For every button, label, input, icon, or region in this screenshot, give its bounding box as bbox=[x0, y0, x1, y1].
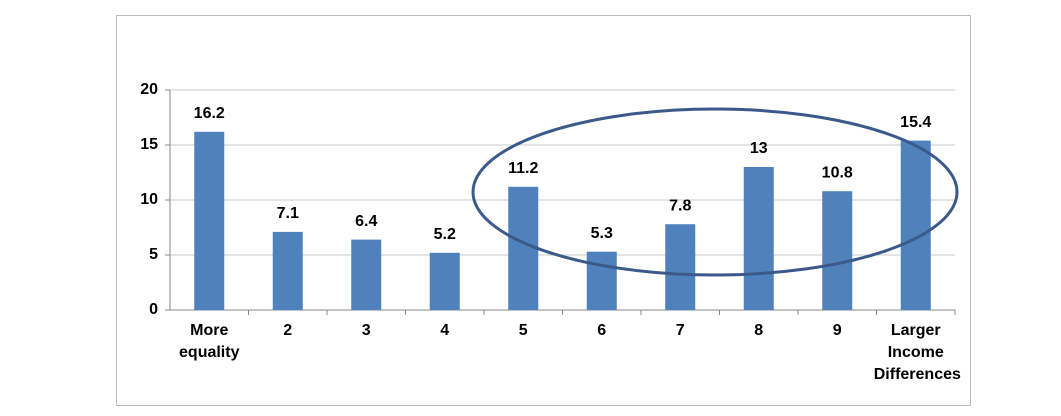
data-label: 11.2 bbox=[508, 160, 538, 177]
data-label: 6.4 bbox=[355, 213, 377, 230]
highlight-ellipse bbox=[471, 107, 959, 277]
bar bbox=[665, 224, 696, 310]
x-tick-label: Larger Income Differences bbox=[873, 322, 961, 383]
data-label: 5.2 bbox=[434, 226, 456, 243]
bar bbox=[194, 131, 225, 310]
x-tick-label: 2 bbox=[283, 322, 293, 339]
x-tick-label: More equality bbox=[179, 322, 240, 361]
x-tick-label: 9 bbox=[832, 322, 842, 339]
data-label: 10.8 bbox=[822, 164, 853, 181]
x-tick-label: 6 bbox=[597, 322, 607, 339]
bar bbox=[351, 239, 382, 310]
bar bbox=[900, 140, 931, 310]
bar bbox=[822, 191, 853, 310]
data-label: 15.4 bbox=[900, 114, 931, 131]
bar bbox=[429, 252, 460, 310]
data-label: 7.1 bbox=[277, 205, 299, 222]
x-tick-label: 3 bbox=[361, 322, 371, 339]
x-tick-label: 8 bbox=[754, 322, 764, 339]
plot-area: 0 5 10 15 20 16.2 7.1 6.4 5.2 11.2 5.3 7.8 13 10.8 15.… bbox=[140, 81, 956, 318]
bar bbox=[743, 167, 774, 310]
y-tick-label: 0 bbox=[149, 301, 158, 318]
y-tick-label: 15 bbox=[140, 136, 158, 153]
y-tick-label: 10 bbox=[140, 191, 158, 208]
x-tick-label: 4 bbox=[440, 322, 450, 339]
bar bbox=[272, 231, 303, 310]
data-label: 7.8 bbox=[669, 197, 691, 214]
y-tick-label: 5 bbox=[149, 246, 158, 263]
bar bbox=[586, 251, 617, 310]
x-tick-label: 5 bbox=[518, 322, 528, 339]
data-label: 13 bbox=[750, 140, 768, 157]
data-label: 16.2 bbox=[194, 105, 225, 122]
x-tick-label: 7 bbox=[675, 322, 685, 339]
y-tick-label: 20 bbox=[140, 81, 158, 98]
data-label: 5.3 bbox=[591, 225, 613, 242]
